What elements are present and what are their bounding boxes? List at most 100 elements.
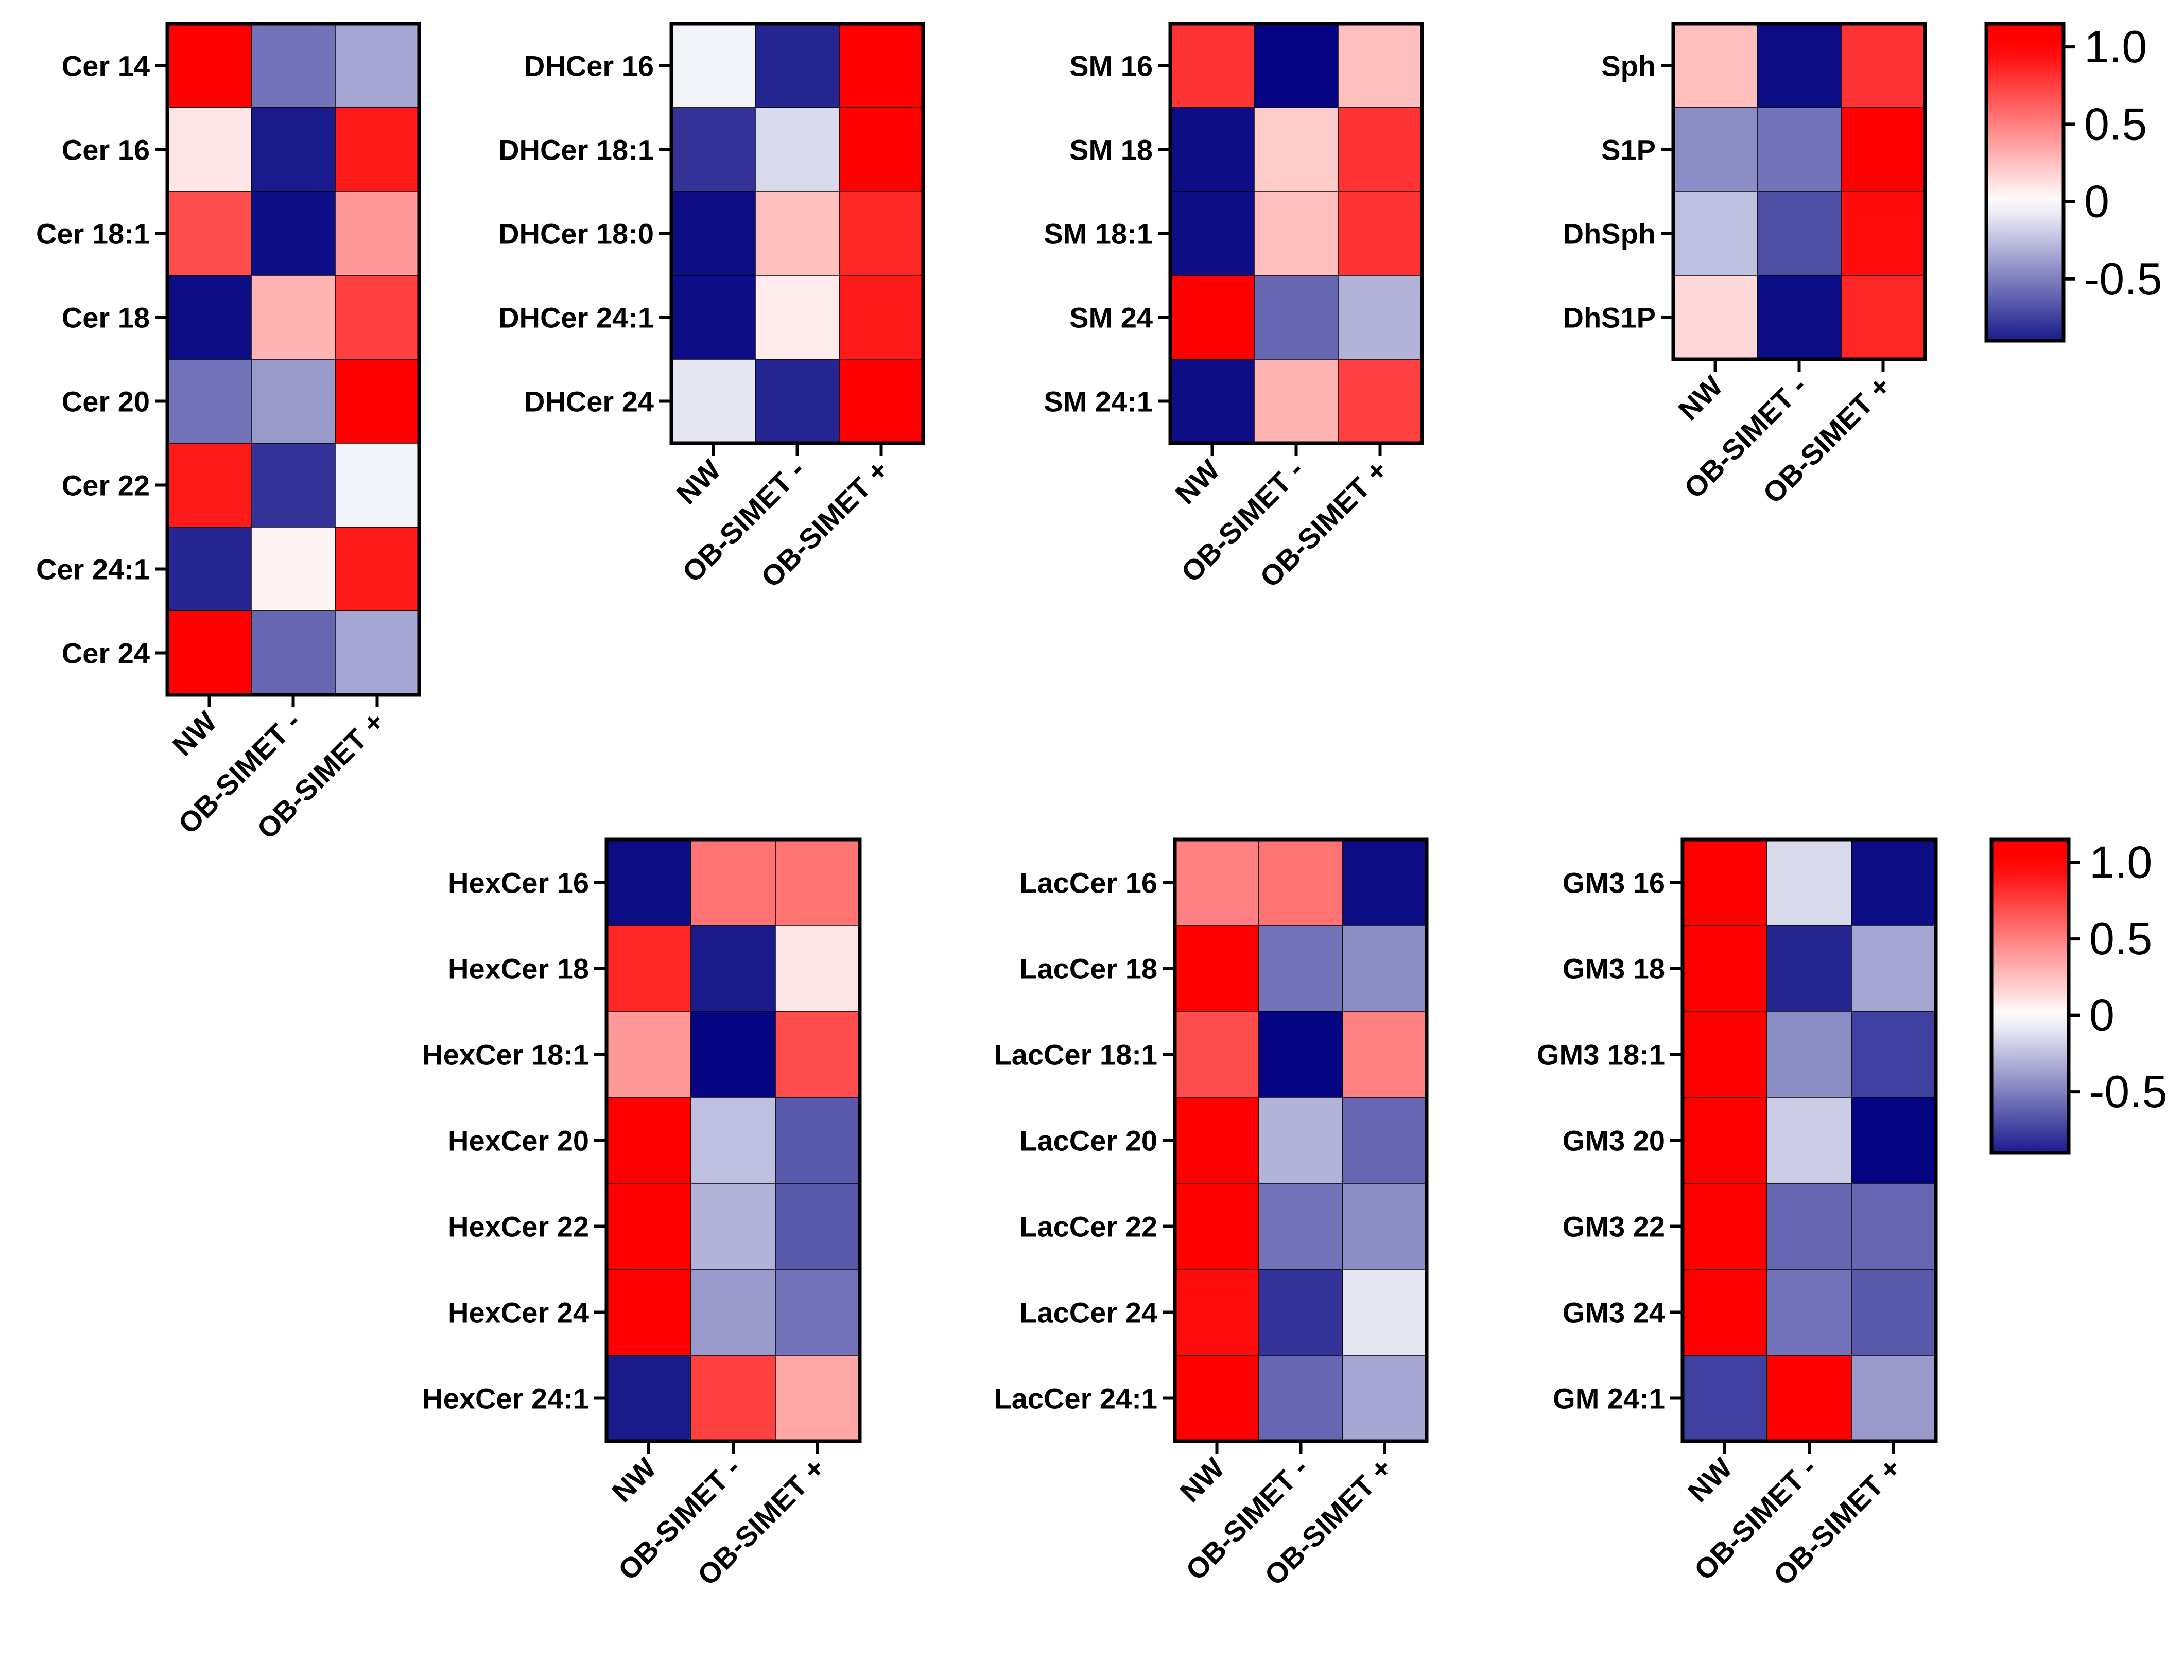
heatmap-cell xyxy=(1766,1097,1852,1184)
row-label: SM 24 xyxy=(1069,302,1153,334)
heatmap-cell xyxy=(1682,1097,1767,1184)
colorbar-frame xyxy=(1984,22,2066,343)
heatmap-cell xyxy=(1757,23,1842,108)
colorbar-tick-label: 1.0 xyxy=(2084,21,2147,72)
heatmap-cell xyxy=(251,107,336,192)
row-label: HexCer 24:1 xyxy=(422,1382,589,1415)
row-label: HexCer 24 xyxy=(448,1297,589,1329)
row-label: Cer 24:1 xyxy=(36,553,150,586)
heatmap-lactosylceramides: LacCer 16 LacCer 18 LacCer 18:1 LacCer 20 La… xyxy=(994,837,1429,1591)
row-label: GM3 24 xyxy=(1563,1297,1665,1329)
heatmap-ceramides: Cer 14 Cer 16 Cer 18:1 Cer 18 Cer 20 Cer 22 Ce… xyxy=(36,22,421,845)
heatmap-cell xyxy=(1841,191,1926,276)
heatmap-cell xyxy=(167,359,252,444)
colorbar-frame xyxy=(1989,837,2071,1155)
heatmap-cell xyxy=(1682,1269,1767,1356)
row-label: SM 18 xyxy=(1069,134,1153,166)
heatmap-cell xyxy=(335,359,420,444)
heatmap-cell xyxy=(1338,191,1423,276)
heatmap-cell xyxy=(755,359,840,444)
heatmap-cell xyxy=(167,610,252,695)
heatmap-cell xyxy=(1258,1355,1343,1442)
heatmap-cell xyxy=(1766,925,1852,1012)
heatmap-cell xyxy=(606,1097,691,1184)
heatmap-cell xyxy=(755,191,840,276)
heatmap-cell xyxy=(1258,1269,1343,1356)
heatmap-cell xyxy=(1851,1183,1936,1270)
heatmap-cell xyxy=(1258,839,1343,926)
heatmap-cell xyxy=(1673,191,1758,276)
heatmap-cell xyxy=(671,23,756,108)
heatmap-cell xyxy=(775,925,860,1012)
row-label: HexCer 18 xyxy=(448,953,589,985)
row-label: GM3 22 xyxy=(1563,1211,1665,1243)
heatmap-cell xyxy=(335,443,420,528)
heatmap-cell xyxy=(335,275,420,360)
row-label: SM 18:1 xyxy=(1044,218,1153,250)
row-label: Cer 22 xyxy=(62,469,150,502)
row-label: DHCer 18:0 xyxy=(498,218,654,250)
heatmap-cell xyxy=(1174,1097,1259,1184)
heatmap-cell xyxy=(606,1269,691,1356)
heatmap-cell xyxy=(1338,359,1423,444)
heatmap-cell xyxy=(1174,839,1259,926)
row-label: Cer 14 xyxy=(62,50,150,82)
colorbar-tick-label: 0.5 xyxy=(2089,913,2152,964)
heatmap-cell xyxy=(775,1183,860,1270)
row-label: HexCer 22 xyxy=(448,1211,589,1243)
heatmap-cell xyxy=(1170,107,1255,192)
heatmap-cell xyxy=(606,1355,691,1442)
row-label: DHCer 16 xyxy=(524,50,654,82)
heatmap-cell xyxy=(1258,925,1343,1012)
heatmap-cell xyxy=(690,839,776,926)
heatmap-cell xyxy=(1338,23,1423,108)
colorbar-top: 1.0 0.5 0 -0.5 xyxy=(1984,21,2162,343)
heatmap-cell xyxy=(671,275,756,360)
heatmap-cell xyxy=(690,925,776,1012)
heatmap-cell xyxy=(839,275,924,360)
heatmap-cell xyxy=(335,107,420,192)
colorbar-tick-label: 0 xyxy=(2084,176,2109,227)
heatmap-cell xyxy=(606,1183,691,1270)
heatmap-cell xyxy=(251,610,336,695)
heatmap-cell xyxy=(775,839,860,926)
colorbar-gradient xyxy=(1986,24,2064,341)
heatmap-gangliosides: GM3 16 GM3 18 GM3 18:1 GM3 20 GM3 22 GM3 24 GM… xyxy=(1537,837,1938,1591)
heatmap-cell xyxy=(690,1183,776,1270)
heatmap-cell xyxy=(1673,107,1758,192)
heatmap-cell xyxy=(839,191,924,276)
heatmap-cell xyxy=(1174,1183,1259,1270)
heatmap-cell xyxy=(167,23,252,108)
row-label: DHCer 18:1 xyxy=(498,134,654,166)
heatmap-cell xyxy=(690,1269,776,1356)
heatmap-cell xyxy=(251,527,336,611)
heatmap-cell xyxy=(839,107,924,192)
column-label: NW xyxy=(166,705,223,762)
heatmap-cell xyxy=(671,191,756,276)
row-label: LacCer 16 xyxy=(1019,867,1157,899)
heatmap-cell xyxy=(1682,1183,1767,1270)
heatmap-cell xyxy=(1851,1097,1936,1184)
heatmap-cell xyxy=(335,191,420,276)
heatmap-cell xyxy=(1841,107,1926,192)
heatmap-cell xyxy=(1851,1355,1936,1442)
heatmap-cell xyxy=(1170,359,1255,444)
heatmap-cell xyxy=(755,23,840,108)
colorbar-tick-label: -0.5 xyxy=(2089,1066,2168,1117)
column-label: NW xyxy=(605,1451,663,1509)
heatmap-cell xyxy=(1757,191,1842,276)
row-label: Cer 16 xyxy=(62,134,150,166)
row-label: GM 24:1 xyxy=(1553,1382,1665,1415)
heatmap-cell xyxy=(1254,107,1339,192)
heatmap-cell xyxy=(1258,1183,1343,1270)
heatmap-cell xyxy=(1766,1011,1852,1098)
heatmap-cell xyxy=(1342,1269,1427,1356)
row-label: S1P xyxy=(1601,134,1656,166)
heatmap-cell xyxy=(690,1011,776,1098)
row-label: SM 24:1 xyxy=(1044,386,1153,418)
heatmap-cell xyxy=(1174,1011,1259,1098)
row-label: LacCer 18 xyxy=(1019,953,1157,985)
heatmap-cell xyxy=(167,275,252,360)
